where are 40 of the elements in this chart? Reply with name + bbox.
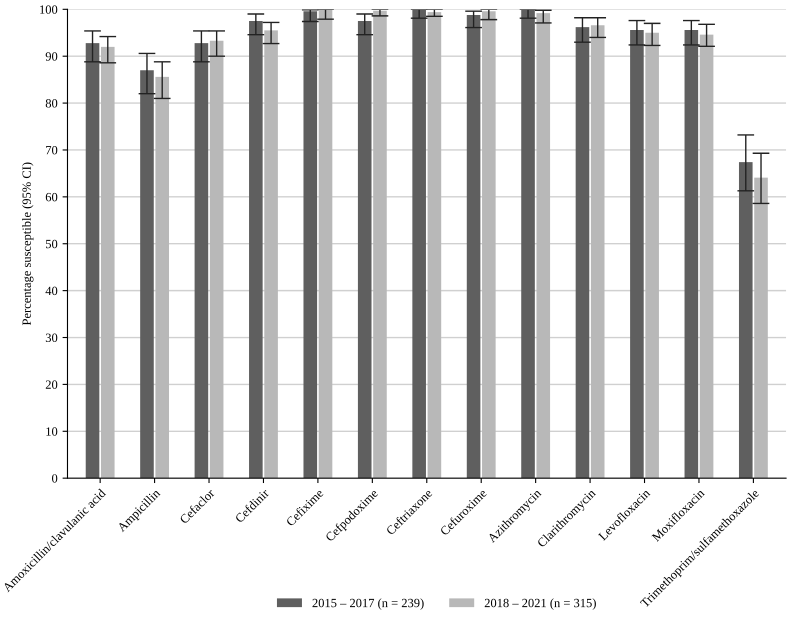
y-tick-label: 20 bbox=[46, 380, 58, 389]
y-tick-label: 50 bbox=[46, 240, 58, 248]
bar bbox=[155, 76, 170, 478]
bar bbox=[754, 178, 768, 478]
bar bbox=[140, 70, 154, 478]
bar bbox=[466, 14, 480, 478]
bar bbox=[684, 30, 698, 478]
y-tick-label: 0 bbox=[52, 474, 58, 483]
y-tick-label: 80 bbox=[46, 99, 58, 108]
bar bbox=[100, 46, 115, 478]
bar bbox=[576, 27, 590, 478]
y-tick-label: 40 bbox=[46, 286, 58, 296]
bar bbox=[373, 10, 387, 478]
bar bbox=[482, 11, 496, 478]
bar bbox=[303, 11, 318, 478]
bar bbox=[249, 21, 263, 478]
bar bbox=[318, 9, 332, 478]
bar bbox=[630, 30, 644, 478]
y-tick-label: 70 bbox=[46, 146, 58, 154]
legend-label: 2018 – 2021 (n = 315) bbox=[484, 598, 596, 610]
bar bbox=[590, 25, 605, 478]
bar bbox=[194, 43, 208, 478]
legend-label: 2015 – 2017 (n = 239) bbox=[312, 598, 424, 610]
bar bbox=[521, 9, 535, 478]
bar bbox=[536, 13, 550, 478]
y-tick-label: 30 bbox=[46, 334, 58, 342]
y-axis-title: Percentage susceptible (95% CI) bbox=[22, 162, 34, 326]
bar bbox=[738, 162, 753, 478]
y-tick-label: 10 bbox=[46, 427, 58, 436]
bar bbox=[264, 30, 278, 478]
bar bbox=[700, 34, 714, 478]
y-tick-label: 100 bbox=[40, 5, 58, 14]
bar bbox=[428, 12, 442, 478]
bar bbox=[210, 40, 224, 478]
bar bbox=[412, 9, 426, 478]
y-tick-label: 90 bbox=[46, 52, 58, 61]
bar bbox=[645, 32, 659, 478]
bar bbox=[86, 43, 100, 478]
y-tick-label: 60 bbox=[46, 192, 58, 202]
bar bbox=[358, 21, 372, 478]
